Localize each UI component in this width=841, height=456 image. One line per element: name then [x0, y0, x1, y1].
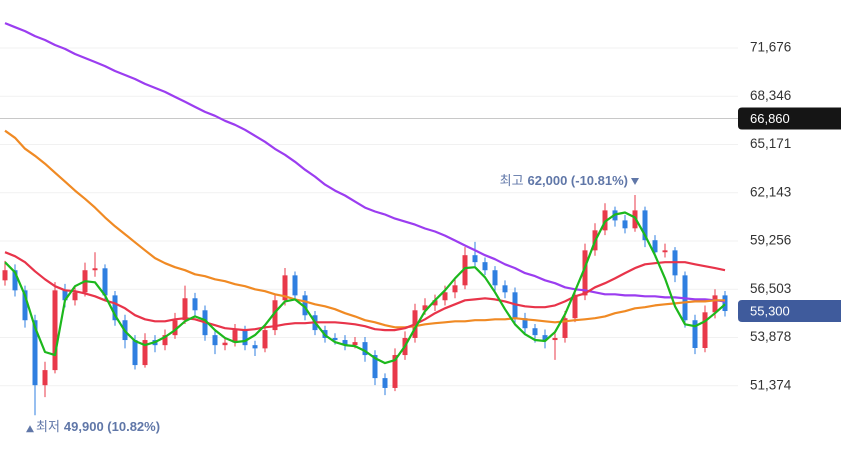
candle-body: [362, 342, 368, 356]
candle-body: [422, 305, 428, 311]
candle-body: [552, 337, 558, 341]
candle-body: [452, 285, 458, 293]
candle-body: [52, 290, 58, 371]
price-tag-label: 66,860: [750, 111, 790, 126]
y-tick-label: 62,143: [750, 184, 791, 199]
candle-body: [442, 292, 448, 301]
candle-body: [572, 295, 578, 319]
y-tick-label: 53,878: [750, 329, 791, 344]
candle-body: [302, 295, 308, 316]
ma-line: [4, 251, 726, 332]
candle-body: [502, 285, 508, 293]
candle-body: [132, 340, 138, 366]
candle-body: [702, 312, 708, 348]
candle-body: [22, 290, 28, 321]
y-tick-label: 51,374: [750, 377, 792, 392]
annotation-value: 62,000 (-10.81%): [528, 173, 628, 188]
candle-body: [372, 355, 378, 379]
price-tag-label: 55,300: [750, 303, 790, 318]
candle-body: [622, 220, 628, 229]
candle-body: [32, 320, 38, 386]
low-arrow: [26, 425, 34, 433]
candle-body: [522, 318, 528, 329]
candle-body: [462, 255, 468, 286]
candle-body: [252, 345, 258, 349]
candle-body: [192, 298, 198, 311]
candle-body: [222, 342, 228, 346]
y-tick-label: 56,503: [750, 281, 791, 296]
candle-body: [212, 335, 218, 346]
candle-body: [482, 262, 488, 271]
candle-body: [382, 378, 388, 388]
candle-body: [172, 320, 178, 336]
y-tick-label: 68,346: [750, 88, 791, 103]
candle-body: [692, 320, 698, 348]
candle-body: [352, 342, 358, 346]
candle-body: [242, 330, 248, 346]
candle-body: [432, 300, 438, 306]
candle-body: [332, 337, 338, 341]
annotation-label: 최고: [500, 173, 524, 188]
candle-body: [662, 250, 668, 253]
y-tick-label: 59,256: [750, 233, 791, 248]
candle-body: [232, 330, 238, 343]
annotation-value: 49,900 (10.82%): [64, 420, 160, 435]
candle-body: [392, 355, 398, 388]
price-tag: [738, 107, 841, 130]
candle-body: [472, 255, 478, 263]
candle-body: [72, 292, 78, 301]
candle-body: [162, 335, 168, 346]
ma-line: [4, 22, 726, 303]
candle-body: [652, 240, 658, 253]
high-arrow: [631, 178, 639, 186]
candle-body: [282, 275, 288, 301]
high-annotation: 최고 62,000 (-10.81%): [500, 173, 628, 188]
candle-body: [722, 295, 728, 312]
candle-body: [112, 295, 118, 321]
candle-body: [342, 340, 348, 346]
candle-body: [562, 318, 568, 338]
candle-body: [532, 328, 538, 336]
ma-line: [4, 129, 725, 329]
candle-body: [12, 270, 18, 291]
candle-body: [292, 275, 298, 296]
candle-body: [642, 210, 648, 241]
y-tick-label: 65,171: [750, 136, 791, 151]
candle-body: [102, 268, 108, 296]
price-tag: [738, 300, 841, 323]
candle-body: [262, 330, 268, 349]
ma-line: [4, 211, 726, 365]
candle-body: [712, 295, 718, 313]
candle-body: [542, 335, 548, 341]
y-tick-label: 71,676: [750, 40, 791, 55]
candle-body: [92, 268, 98, 271]
candle-body: [42, 370, 48, 386]
annotation-label: 최저: [36, 420, 60, 435]
candle-body: [492, 270, 498, 286]
candle-body: [142, 340, 148, 366]
candle-body: [272, 300, 278, 331]
candle-body: [582, 250, 588, 296]
low-annotation: 최저 49,900 (10.82%): [36, 420, 160, 435]
candle-body: [182, 298, 188, 321]
candle-body: [2, 270, 8, 281]
candle-body: [62, 290, 68, 301]
